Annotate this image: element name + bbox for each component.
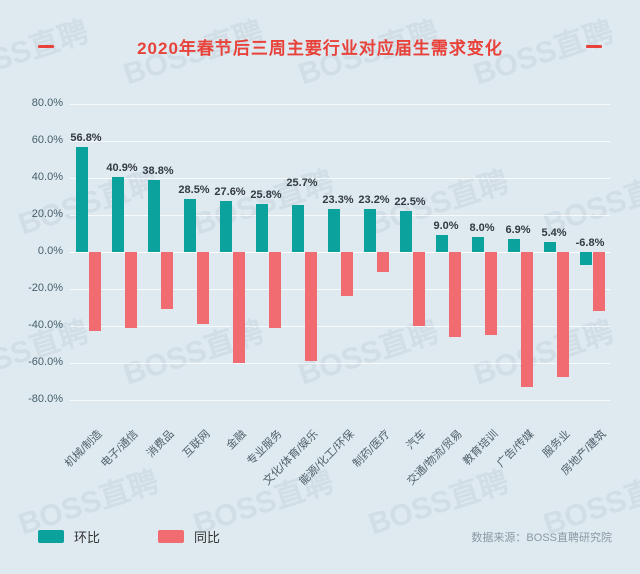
bar-tongbi — [520, 252, 533, 387]
bar-huanbi — [111, 176, 124, 252]
bar-value-label: 25.8% — [250, 189, 282, 202]
bar-tongbi — [448, 252, 461, 337]
bar-huanbi — [147, 180, 160, 252]
bar-value-label: 5.4% — [541, 227, 567, 240]
bar-value-label: 28.5% — [178, 184, 210, 197]
chart-title: 2020年春节后三周主要行业对应届生需求变化 — [137, 39, 503, 58]
bar-huanbi — [291, 204, 304, 252]
bar-value-label: 9.0% — [433, 220, 459, 233]
x-axis-label: 电子/通信 — [98, 428, 141, 470]
legend: 环比 同比 — [38, 527, 220, 546]
gridline — [70, 178, 610, 180]
data-source: 数据来源：BOSS直聘研究院 — [471, 531, 612, 544]
legend-label: 同比 — [194, 530, 221, 545]
bar-tongbi — [340, 252, 353, 297]
x-axis-label: 金融 — [224, 428, 249, 453]
bar-value-label: 23.2% — [358, 194, 390, 207]
y-axis-label: 80.0% — [31, 97, 63, 110]
bar-value-label: 40.9% — [106, 161, 138, 174]
bar-tongbi — [412, 252, 425, 326]
bar-tongbi — [484, 252, 497, 335]
bar-value-label: 8.0% — [469, 222, 495, 235]
legend-item: 同比 — [158, 527, 220, 546]
x-axis-label: 互联网 — [180, 428, 213, 460]
bar-huanbi — [327, 209, 340, 252]
y-axis-label: -20.0% — [28, 281, 63, 294]
bar-value-label: 38.8% — [142, 165, 174, 178]
y-axis-label: 0.0% — [37, 245, 63, 257]
plot-area: 80.0% 60.0% 40.0% 20.0% 0.0% -20.0% -40.0% -60.… — [28, 86, 610, 488]
bar-tongbi — [268, 252, 281, 328]
bar-value-label: 23.3% — [322, 194, 354, 207]
bar-huanbi — [75, 147, 88, 252]
bar-huanbi — [543, 242, 556, 252]
gridline — [70, 252, 610, 253]
bar-tongbi — [592, 252, 605, 312]
bar-tongbi — [160, 252, 173, 310]
bar-value-label: 22.5% — [394, 195, 426, 208]
y-axis-label: 60.0% — [31, 134, 63, 147]
y-axis-label: 40.0% — [31, 171, 63, 184]
bar-huanbi — [255, 204, 268, 252]
bar-value-label: 6.9% — [505, 224, 531, 237]
bar-huanbi — [507, 239, 520, 252]
bar-huanbi — [183, 199, 196, 252]
legend-swatch — [158, 530, 185, 543]
bar-value-label: 56.8% — [70, 132, 102, 145]
bar-tongbi — [376, 252, 389, 273]
bar-value-label: 27.6% — [214, 186, 246, 199]
x-axis-label: 制药/医疗 — [350, 428, 393, 470]
gridline — [70, 288, 610, 290]
footer: 环比 同比 数据来源：BOSS直聘研究院 — [38, 527, 612, 546]
y-axis-label: -60.0% — [28, 355, 63, 368]
bar-value-label: -6.8% — [575, 237, 605, 249]
x-axis-label: 消费品 — [144, 428, 177, 460]
gridline — [70, 399, 610, 401]
gridline — [70, 362, 610, 364]
title-dash-left — [38, 45, 54, 48]
bar-tongbi — [88, 252, 101, 332]
x-axis-label: 汽车 — [404, 428, 429, 453]
bar-value-label: 25.7% — [286, 176, 318, 189]
bar-tongbi — [304, 252, 317, 361]
bar-huanbi — [579, 252, 592, 265]
gridline — [70, 104, 610, 106]
y-axis-label: -80.0% — [28, 392, 63, 405]
bar-tongbi — [232, 252, 245, 363]
title-row: 2020年春节后三周主要行业对应届生需求变化 — [38, 34, 602, 59]
bar-huanbi — [399, 210, 412, 252]
legend-label: 环比 — [74, 530, 101, 545]
y-axis-label: -40.0% — [28, 318, 63, 331]
gridline — [70, 141, 610, 143]
bar-huanbi — [435, 235, 448, 252]
bar-tongbi — [556, 252, 569, 378]
bar-huanbi — [219, 201, 232, 252]
bar-huanbi — [363, 209, 376, 252]
bar-huanbi — [471, 237, 484, 252]
gridline — [70, 215, 610, 217]
bar-tongbi — [196, 252, 209, 324]
bar-tongbi — [124, 252, 137, 328]
title-dash-right — [586, 45, 602, 48]
x-axis-label: 广告/传媒 — [494, 428, 537, 470]
legend-swatch — [38, 530, 64, 543]
legend-item: 环比 — [38, 527, 100, 546]
x-axis-label: 机械/制造 — [62, 428, 105, 470]
gridline — [70, 325, 610, 327]
y-axis-label: 20.0% — [31, 208, 63, 221]
